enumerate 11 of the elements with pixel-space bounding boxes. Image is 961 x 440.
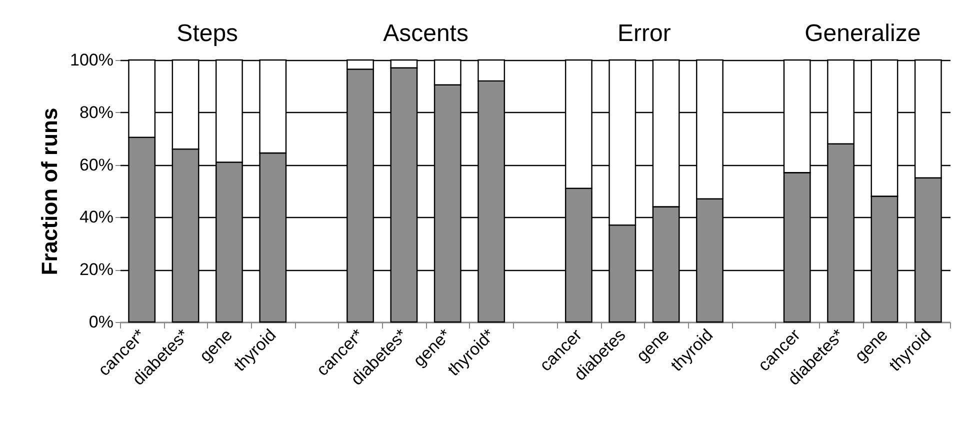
y-tick-label: 60%	[79, 155, 114, 174]
y-tick-label: 40%	[79, 208, 114, 227]
y-tick-label: 80%	[79, 102, 114, 122]
y-tick-label: 0%	[88, 312, 114, 332]
y-tick-label: 100%	[70, 50, 114, 70]
text: Generalize	[804, 20, 921, 47]
text: Error	[618, 20, 671, 47]
text: Steps	[176, 20, 238, 47]
text: Ascents	[383, 20, 468, 47]
y-tick-label: 20%	[79, 260, 114, 280]
y-axis-title: Fraction of runs	[37, 108, 62, 276]
